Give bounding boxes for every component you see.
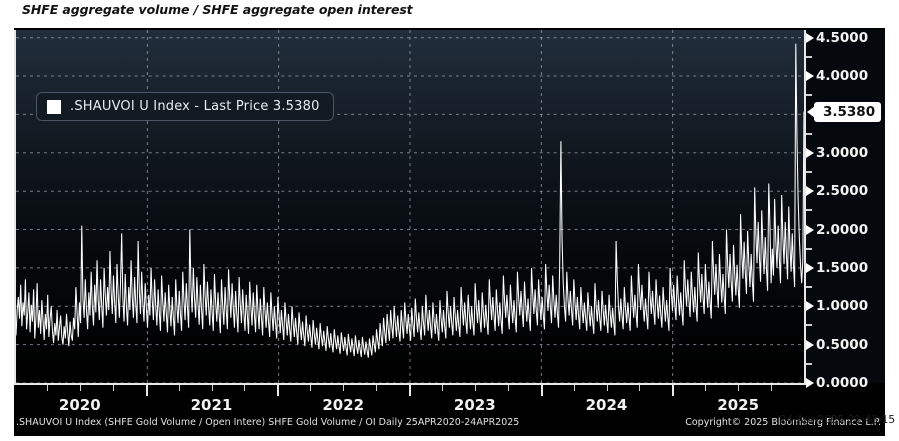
- y-axis-minor-tick: [806, 132, 812, 135]
- x-axis-tick-label: 2022: [322, 396, 365, 414]
- x-axis-minor-tick: [244, 385, 246, 391]
- y-axis-tick-label: 0.5000: [806, 337, 868, 353]
- footer-security-description: .SHAUVOI U Index (SHFE Gold Volume / Ope…: [16, 417, 520, 428]
- plot-area[interactable]: [14, 30, 804, 383]
- chart-legend[interactable]: .SHAUVOI U Index - Last Price 3.5380: [36, 92, 334, 121]
- y-axis-tick-label: 4.5000: [806, 30, 868, 46]
- y-axis-tick-label: 1.5000: [806, 260, 868, 276]
- x-axis-minor-tick: [738, 385, 740, 391]
- last-price-tag[interactable]: 3.5380: [806, 101, 882, 122]
- x-axis-major-tick: [145, 385, 148, 396]
- x-axis-minor-tick: [343, 385, 345, 391]
- footer-copyright: Copyright© 2025 Bloomberg Finance L.P.: [685, 417, 881, 428]
- page-title: SHFE aggregate volume / SHFE aggregate o…: [22, 2, 413, 17]
- x-axis-minor-tick: [211, 385, 213, 391]
- plot-inner: [16, 30, 804, 383]
- y-axis-tick-label: 1.0000: [806, 298, 868, 314]
- y-axis-minor-tick: [806, 94, 812, 97]
- y-axis[interactable]: 0.0000 0.5000 1.0000 1.5000 2.0000 2.5000 3.00…: [806, 30, 885, 391]
- x-axis-minor-tick: [573, 385, 575, 391]
- x-axis-tick-label: 2021: [190, 396, 233, 414]
- x-axis-minor-tick: [705, 385, 707, 391]
- x-axis-minor-tick: [474, 385, 476, 391]
- x-axis-minor-tick: [46, 385, 48, 391]
- x-axis-minor-tick: [79, 385, 81, 391]
- x-axis-tick-label: 2024: [585, 396, 628, 414]
- x-axis-tick-label: 2025: [717, 396, 760, 414]
- x-axis-minor-tick: [771, 385, 773, 391]
- y-axis-tick-label: 2.0000: [806, 222, 868, 238]
- x-axis-minor-tick: [178, 385, 180, 391]
- x-axis-minor-tick: [507, 385, 509, 391]
- y-axis-tick-label: 0.0000: [806, 375, 868, 391]
- x-axis[interactable]: 2020 2021 2022 2023 2024 2025: [14, 385, 806, 415]
- x-axis-minor-tick: [376, 385, 378, 391]
- y-axis-minor-tick: [806, 324, 812, 327]
- legend-label: .SHAUVOI U Index - Last Price 3.5380: [70, 99, 320, 114]
- y-axis-line: [804, 30, 806, 385]
- x-axis-minor-tick: [441, 385, 443, 391]
- y-axis-tick-label: 3.0000: [806, 145, 868, 161]
- x-axis-tick-label: 2023: [453, 396, 496, 414]
- legend-color-swatch: [47, 99, 61, 114]
- y-axis-minor-tick: [806, 362, 812, 365]
- footer-timestamp: 24-Apr-2025 21:43:15: [779, 414, 895, 426]
- chart-footer: .SHAUVOI U Index (SHFE Gold Volume / Ope…: [14, 415, 885, 436]
- y-axis-minor-tick: [806, 209, 812, 212]
- y-axis-minor-tick: [806, 55, 812, 58]
- x-axis-major-tick: [409, 385, 411, 396]
- y-axis-minor-tick: [806, 247, 812, 250]
- price-series-line: [16, 43, 804, 358]
- x-axis-minor-tick: [310, 385, 312, 391]
- x-axis-line: [14, 383, 806, 385]
- x-axis-major-tick: [540, 385, 543, 396]
- x-axis-tick-label: 2020: [58, 396, 101, 414]
- y-axis-minor-tick: [806, 171, 812, 173]
- x-axis-minor-tick: [639, 385, 641, 391]
- bloomberg-chart-panel: 0.0000 0.5000 1.0000 1.5000 2.0000 2.5000 3.00…: [14, 28, 885, 436]
- y-axis-tick-label: 2.5000: [806, 183, 868, 199]
- x-axis-minor-tick: [606, 385, 608, 391]
- y-axis-tick-label: 4.0000: [806, 68, 868, 84]
- x-axis-major-tick: [277, 385, 280, 396]
- x-axis-major-tick: [672, 385, 675, 396]
- x-axis-minor-tick: [112, 385, 114, 391]
- y-axis-minor-tick: [806, 286, 812, 289]
